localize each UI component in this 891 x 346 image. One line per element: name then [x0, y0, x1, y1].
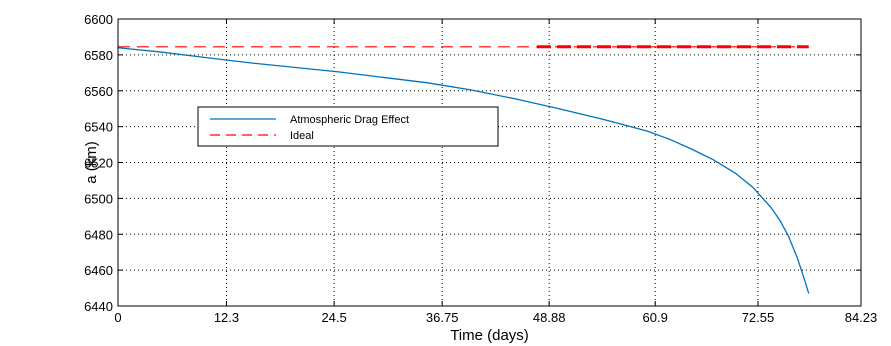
y-tick-label: 6520 — [84, 156, 113, 171]
y-tick-label: 6600 — [84, 12, 113, 27]
legend: Atmospheric Drag Effect Ideal — [197, 106, 499, 147]
tick-layer: 0 12.3 24.5 36.75 48.88 60.9 72.55 84.23 6440 646… — [84, 12, 877, 325]
legend-box — [197, 106, 499, 147]
y-axis-title: a (km) — [83, 141, 100, 184]
y-tick-label: 6540 — [84, 120, 113, 135]
y-tick-label: 6500 — [84, 191, 113, 206]
y-tick-label: 6580 — [84, 48, 113, 63]
x-tick-label: 60.9 — [643, 310, 668, 325]
x-tick-label: 48.88 — [533, 310, 566, 325]
y-tick-label: 6440 — [84, 299, 113, 314]
y-tick-label: 6560 — [84, 84, 113, 99]
x-tick-label: 72.55 — [742, 310, 775, 325]
y-tick-label: 6460 — [84, 263, 113, 278]
x-tick-label: 0 — [114, 310, 121, 325]
y-tick-label: 6480 — [84, 227, 113, 242]
series-line-drag — [117, 47, 810, 294]
legend-label-ideal: Ideal — [290, 130, 314, 142]
x-tick-label: 84.23 — [845, 310, 878, 325]
x-tick-label: 24.5 — [321, 310, 346, 325]
x-axis-title: Time (days) — [450, 327, 529, 344]
x-tick-label: 36.75 — [426, 310, 459, 325]
series-layer — [117, 45, 810, 294]
legend-label-drag: Atmospheric Drag Effect — [290, 114, 409, 126]
x-tick-label: 12.3 — [214, 310, 239, 325]
